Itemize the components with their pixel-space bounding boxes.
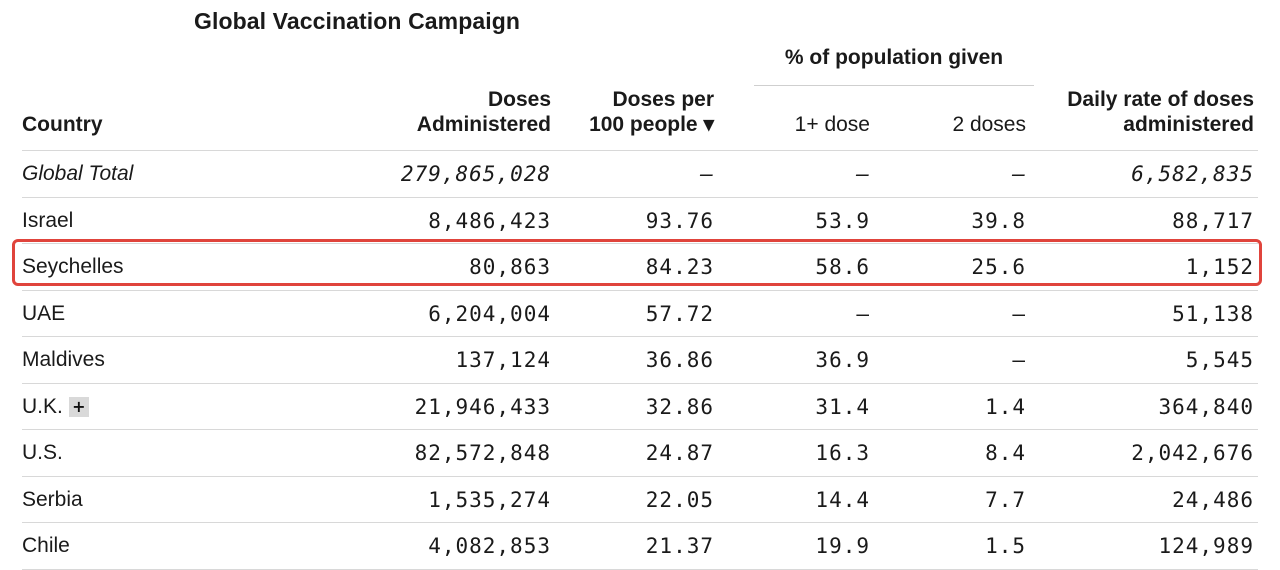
daily-rate-cell: 24,486 xyxy=(1172,488,1254,512)
country-name: Global Total xyxy=(22,162,134,185)
one-dose-cell: 58.6 xyxy=(815,255,870,279)
row-divider xyxy=(22,197,1258,198)
doses-cell: 21,946,433 xyxy=(414,395,551,419)
country-cell: Israel xyxy=(22,198,73,244)
table-row: U.S. 82,572,848 24.87 16.3 8.4 2,042,676 xyxy=(0,430,1280,476)
country-name: U.K. xyxy=(22,395,63,418)
two-doses-cell: 25.6 xyxy=(971,255,1026,279)
table-row: UAE 6,204,004 57.72 – – 51,138 xyxy=(0,291,1280,337)
one-dose-cell: 14.4 xyxy=(815,488,870,512)
two-doses-cell: 8.4 xyxy=(985,441,1026,465)
country-cell: Chile xyxy=(22,523,70,569)
per100-cell: 32.86 xyxy=(645,395,714,419)
country-name: Chile xyxy=(22,534,70,557)
two-doses-cell: – xyxy=(1012,348,1026,372)
daily-rate-cell: 6,582,835 xyxy=(1131,162,1254,186)
country-name: U.S. xyxy=(22,441,63,464)
doses-cell: 1,535,274 xyxy=(428,488,551,512)
row-divider xyxy=(22,383,1258,384)
two-doses-cell: 1.5 xyxy=(985,534,1026,558)
column-header-daily-line1: Daily rate of doses xyxy=(1067,88,1254,111)
doses-cell: 279,865,028 xyxy=(400,162,551,186)
country-name: Seychelles xyxy=(22,255,124,278)
column-header-two-doses[interactable]: 2 doses xyxy=(952,113,1026,136)
column-header-doses-line1: Doses xyxy=(487,88,551,111)
column-header-country[interactable]: Country xyxy=(22,113,103,136)
table-row: Maldives 137,124 36.86 36.9 – 5,545 xyxy=(0,337,1280,383)
doses-cell: 8,486,423 xyxy=(428,209,551,233)
table-row: Israel 8,486,423 93.76 53.9 39.8 88,717 xyxy=(0,198,1280,244)
row-divider xyxy=(22,429,1258,430)
daily-rate-cell: 1,152 xyxy=(1185,255,1254,279)
two-doses-cell: 39.8 xyxy=(971,209,1026,233)
expand-button[interactable]: + xyxy=(68,397,89,417)
daily-rate-cell: 5,545 xyxy=(1185,348,1254,372)
one-dose-cell: – xyxy=(856,162,870,186)
doses-cell: 4,082,853 xyxy=(428,534,551,558)
two-doses-cell: 7.7 xyxy=(985,488,1026,512)
per100-cell: 57.72 xyxy=(645,302,714,326)
table-title: Global Vaccination Campaign xyxy=(194,8,521,34)
per100-cell: 21.37 xyxy=(645,534,714,558)
one-dose-cell: 19.9 xyxy=(815,534,870,558)
table-row: Serbia 1,535,274 22.05 14.4 7.7 24,486 xyxy=(0,477,1280,523)
header-divider xyxy=(22,150,1258,151)
daily-rate-cell: 364,840 xyxy=(1158,395,1254,419)
daily-rate-cell: 2,042,676 xyxy=(1131,441,1254,465)
country-cell: Seychelles xyxy=(22,244,124,290)
one-dose-cell: – xyxy=(856,302,870,326)
column-header-per100-line1: Doses per xyxy=(612,88,714,111)
table-row: Global Total 279,865,028 – – – 6,582,835 xyxy=(0,151,1280,197)
per100-cell: 22.05 xyxy=(645,488,714,512)
country-cell: Maldives xyxy=(22,337,105,383)
two-doses-cell: 1.4 xyxy=(985,395,1026,419)
column-header-doses[interactable]: Doses Administered xyxy=(417,87,551,137)
per100-cell: 36.86 xyxy=(645,348,714,372)
country-cell: U.K. + xyxy=(22,384,89,430)
two-doses-cell: – xyxy=(1012,162,1026,186)
country-name: Serbia xyxy=(22,488,83,511)
doses-cell: 137,124 xyxy=(455,348,551,372)
population-group-header: % of population given xyxy=(784,46,1004,69)
row-divider xyxy=(22,336,1258,337)
doses-cell: 80,863 xyxy=(469,255,551,279)
one-dose-cell: 36.9 xyxy=(815,348,870,372)
table-row: Seychelles 80,863 84.23 58.6 25.6 1,152 xyxy=(0,244,1280,290)
two-doses-cell: – xyxy=(1012,302,1026,326)
per100-cell: 93.76 xyxy=(645,209,714,233)
per100-cell: 84.23 xyxy=(645,255,714,279)
row-divider xyxy=(22,476,1258,477)
daily-rate-cell: 51,138 xyxy=(1172,302,1254,326)
one-dose-cell: 16.3 xyxy=(815,441,870,465)
row-divider xyxy=(22,243,1258,244)
row-divider xyxy=(22,522,1258,523)
column-header-daily-rate[interactable]: Daily rate of doses administered xyxy=(1067,87,1254,137)
daily-rate-cell: 88,717 xyxy=(1172,209,1254,233)
one-dose-cell: 53.9 xyxy=(815,209,870,233)
column-header-doses-line2: Administered xyxy=(416,113,551,136)
column-header-daily-line2: administered xyxy=(1123,113,1254,136)
country-name: UAE xyxy=(22,302,66,325)
daily-rate-cell: 124,989 xyxy=(1158,534,1254,558)
doses-cell: 6,204,004 xyxy=(428,302,551,326)
doses-cell: 82,572,848 xyxy=(414,441,551,465)
country-cell: Serbia xyxy=(22,477,83,523)
country-cell: U.S. xyxy=(22,430,63,476)
group-header-divider xyxy=(754,85,1034,86)
one-dose-cell: 31.4 xyxy=(815,395,870,419)
table-row: Chile 4,082,853 21.37 19.9 1.5 124,989 xyxy=(0,523,1280,569)
table-row: U.K. +21,946,433 32.86 31.4 1.4 364,840 xyxy=(0,384,1280,430)
country-name: Israel xyxy=(22,209,74,232)
column-header-one-dose[interactable]: 1+ dose xyxy=(794,113,870,136)
column-header-per100-line2: 100 people ▾ xyxy=(589,113,714,136)
country-cell: UAE xyxy=(22,291,65,337)
per100-cell: – xyxy=(700,162,714,186)
column-header-doses-per-100[interactable]: Doses per 100 people ▾ xyxy=(589,87,714,137)
row-divider xyxy=(22,290,1258,291)
per100-cell: 24.87 xyxy=(645,441,714,465)
country-name: Maldives xyxy=(22,348,105,371)
country-cell: Global Total xyxy=(22,151,133,197)
